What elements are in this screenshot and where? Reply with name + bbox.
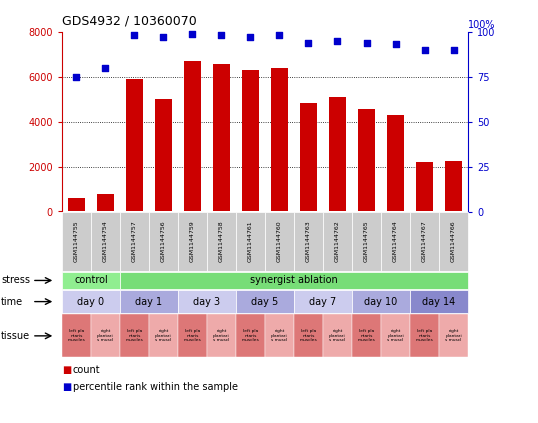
Text: left pla
ntaris
muscles: left pla ntaris muscles bbox=[416, 329, 434, 343]
Text: ■: ■ bbox=[62, 382, 71, 392]
Text: day 1: day 1 bbox=[136, 297, 162, 307]
Text: right
plantari
s muscl: right plantari s muscl bbox=[97, 329, 114, 343]
Text: tissue: tissue bbox=[1, 331, 30, 341]
Point bbox=[130, 32, 139, 39]
Text: GSM1144762: GSM1144762 bbox=[335, 221, 340, 262]
Bar bbox=[271, 68, 288, 212]
Text: percentile rank within the sample: percentile rank within the sample bbox=[73, 382, 238, 392]
Point bbox=[72, 73, 81, 80]
Text: right
plantari
s muscl: right plantari s muscl bbox=[155, 329, 172, 343]
Text: GSM1144755: GSM1144755 bbox=[74, 221, 79, 262]
Bar bbox=[358, 109, 375, 212]
Text: GSM1144756: GSM1144756 bbox=[161, 221, 166, 262]
Point bbox=[159, 34, 168, 41]
Text: day 7: day 7 bbox=[309, 297, 337, 307]
Text: day 10: day 10 bbox=[364, 297, 398, 307]
Point bbox=[275, 32, 284, 39]
Text: left pla
ntaris
muscles: left pla ntaris muscles bbox=[358, 329, 376, 343]
Bar bbox=[155, 99, 172, 212]
Point bbox=[333, 37, 342, 44]
Text: GDS4932 / 10360070: GDS4932 / 10360070 bbox=[62, 15, 196, 28]
Text: 100%: 100% bbox=[468, 20, 495, 30]
Bar bbox=[68, 198, 85, 212]
Text: synergist ablation: synergist ablation bbox=[250, 275, 338, 286]
Point bbox=[420, 46, 429, 53]
Text: time: time bbox=[1, 297, 23, 307]
Text: left pla
ntaris
muscles: left pla ntaris muscles bbox=[242, 329, 259, 343]
Bar bbox=[387, 115, 404, 212]
Text: day 14: day 14 bbox=[422, 297, 456, 307]
Text: GSM1144754: GSM1144754 bbox=[103, 221, 108, 262]
Point bbox=[362, 39, 371, 46]
Bar bbox=[97, 194, 114, 212]
Text: left pla
ntaris
muscles: left pla ntaris muscles bbox=[67, 329, 85, 343]
Text: GSM1144757: GSM1144757 bbox=[132, 221, 137, 262]
Text: right
plantari
s muscl: right plantari s muscl bbox=[213, 329, 230, 343]
Text: day 5: day 5 bbox=[251, 297, 279, 307]
Text: right
plantari
s muscl: right plantari s muscl bbox=[329, 329, 346, 343]
Text: GSM1144765: GSM1144765 bbox=[364, 221, 369, 262]
Bar bbox=[300, 102, 317, 212]
Text: control: control bbox=[74, 275, 108, 286]
Text: day 0: day 0 bbox=[77, 297, 104, 307]
Bar bbox=[213, 64, 230, 211]
Text: left pla
ntaris
muscles: left pla ntaris muscles bbox=[125, 329, 143, 343]
Point bbox=[188, 30, 197, 37]
Text: GSM1144763: GSM1144763 bbox=[306, 221, 311, 262]
Bar bbox=[242, 70, 259, 212]
Text: ■: ■ bbox=[62, 365, 71, 375]
Text: GSM1144759: GSM1144759 bbox=[190, 221, 195, 262]
Text: GSM1144766: GSM1144766 bbox=[451, 221, 456, 262]
Text: count: count bbox=[73, 365, 100, 375]
Point bbox=[304, 39, 313, 46]
Point bbox=[217, 32, 226, 39]
Text: stress: stress bbox=[1, 275, 30, 286]
Bar bbox=[445, 161, 462, 212]
Point bbox=[101, 64, 110, 71]
Text: right
plantari
s muscl: right plantari s muscl bbox=[271, 329, 288, 343]
Text: GSM1144760: GSM1144760 bbox=[277, 221, 282, 262]
Point bbox=[449, 46, 458, 53]
Text: GSM1144761: GSM1144761 bbox=[248, 221, 253, 262]
Bar bbox=[126, 79, 143, 212]
Text: GSM1144764: GSM1144764 bbox=[393, 221, 398, 262]
Point bbox=[246, 34, 255, 41]
Bar bbox=[329, 97, 346, 212]
Text: left pla
ntaris
muscles: left pla ntaris muscles bbox=[183, 329, 201, 343]
Text: left pla
ntaris
muscles: left pla ntaris muscles bbox=[300, 329, 317, 343]
Text: GSM1144767: GSM1144767 bbox=[422, 221, 427, 262]
Bar bbox=[183, 61, 201, 212]
Text: right
plantari
s muscl: right plantari s muscl bbox=[387, 329, 404, 343]
Text: day 3: day 3 bbox=[193, 297, 221, 307]
Bar bbox=[416, 162, 433, 212]
Text: right
plantari
s muscl: right plantari s muscl bbox=[445, 329, 462, 343]
Text: GSM1144758: GSM1144758 bbox=[219, 221, 224, 262]
Point bbox=[391, 41, 400, 48]
